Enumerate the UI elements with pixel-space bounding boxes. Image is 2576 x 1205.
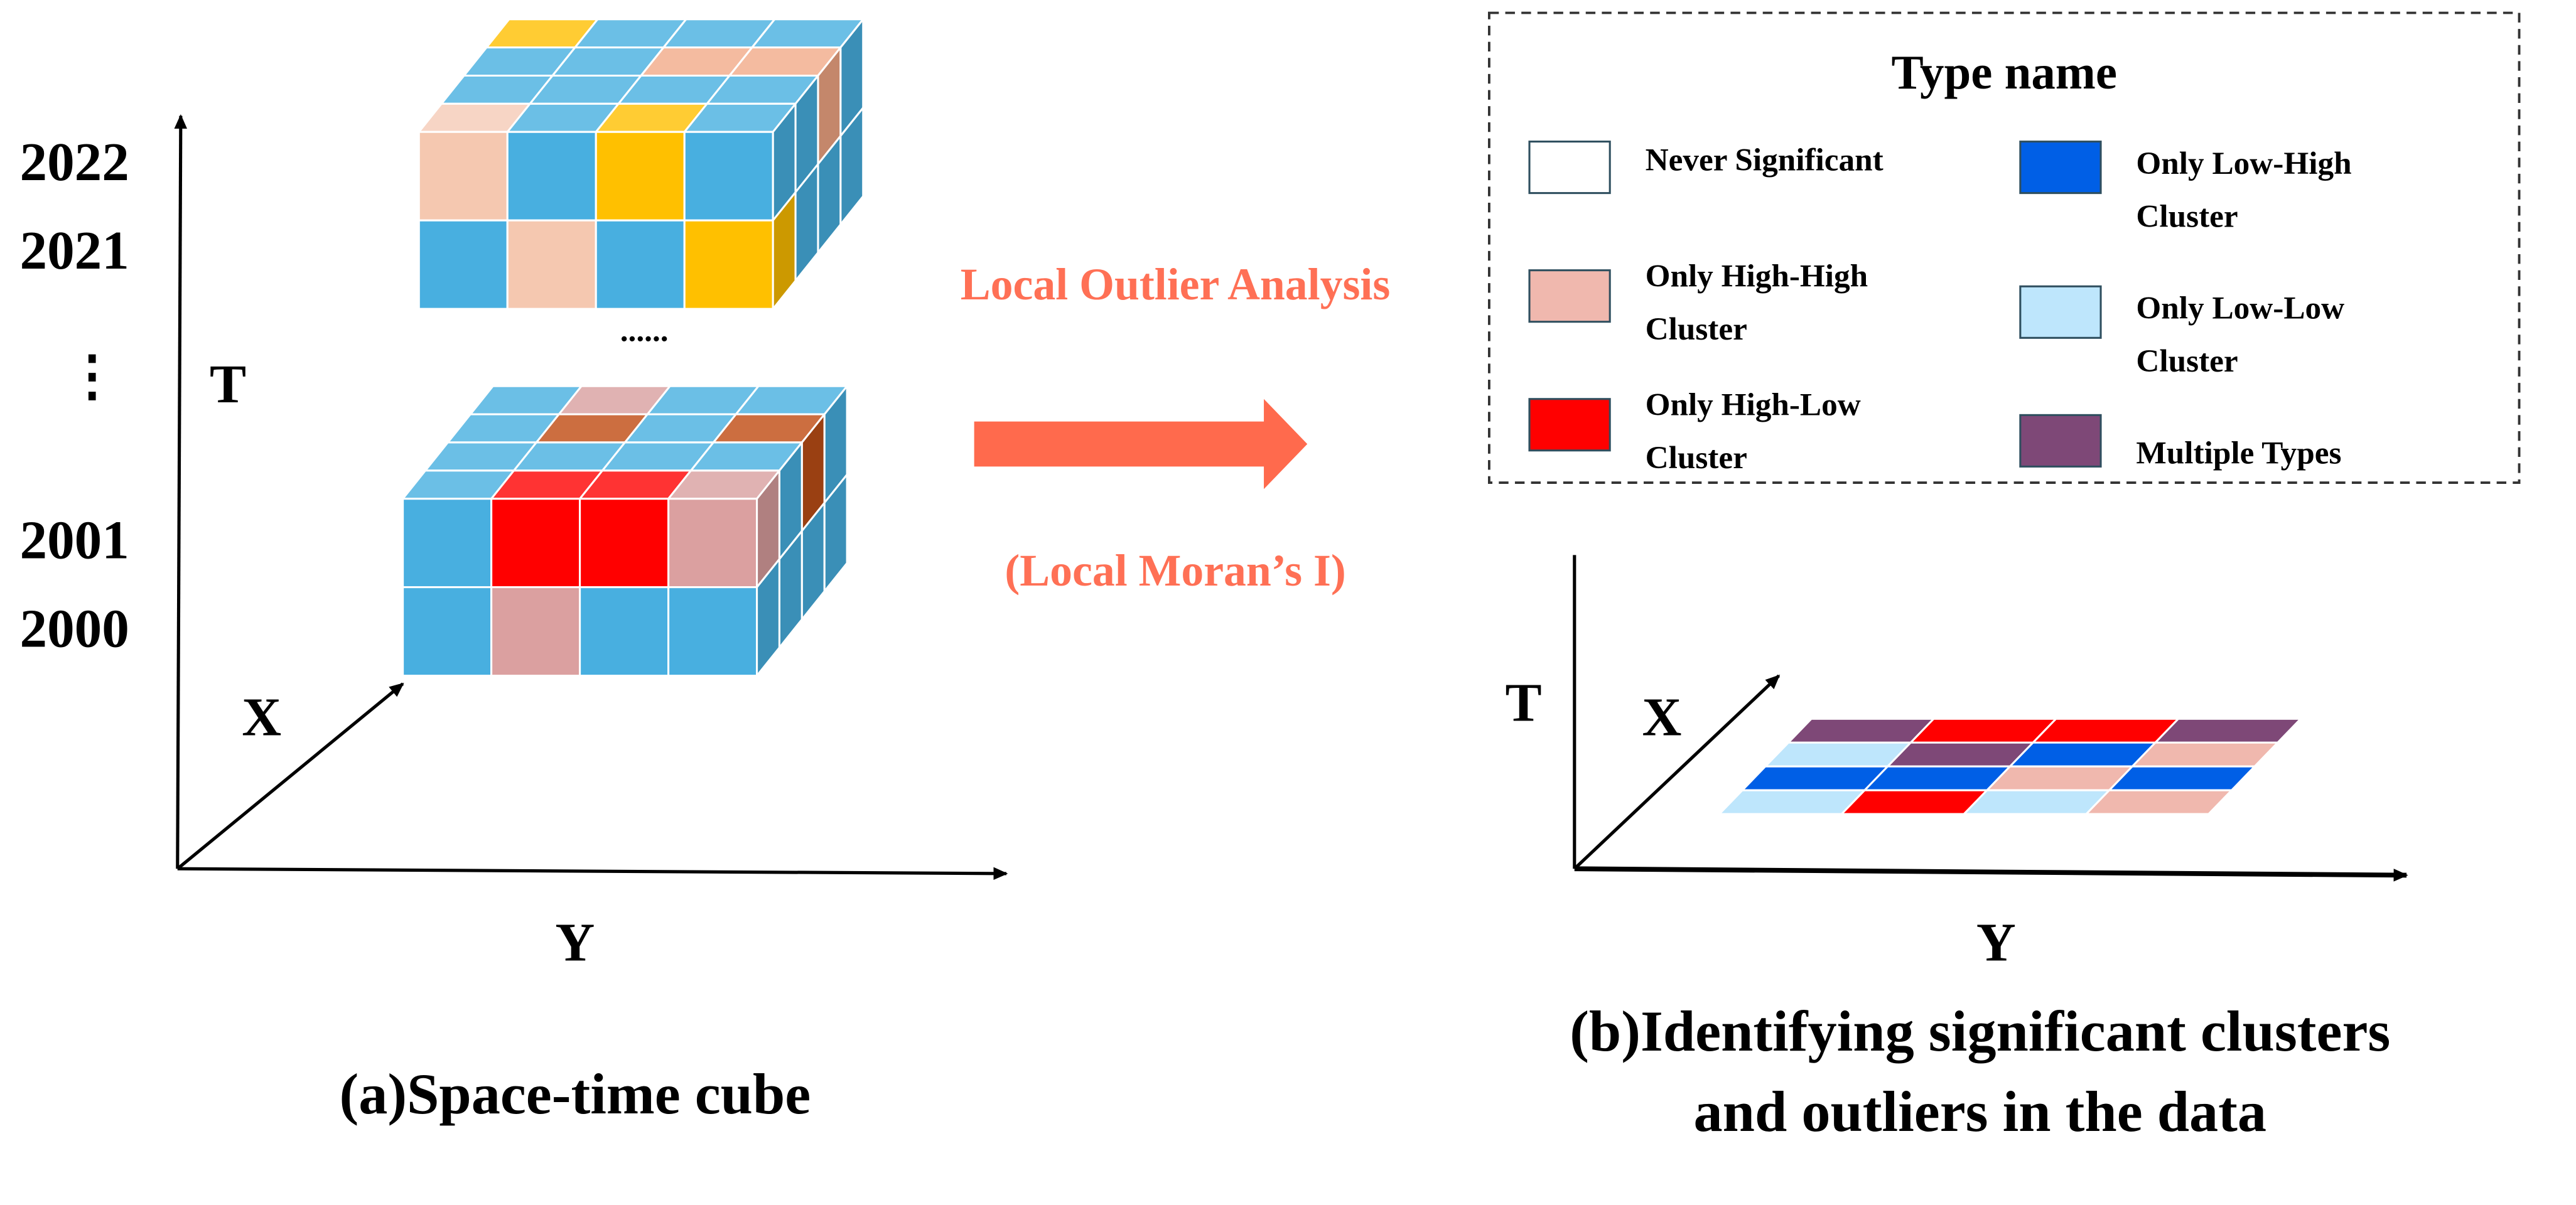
panel-a: 2022 2021 ⋮ 2001 2000 T X Y ...... (a)Sp… bbox=[20, 16, 1008, 1126]
x-axis-label: X bbox=[242, 686, 281, 747]
result-grid bbox=[1716, 717, 2304, 815]
legend-swatch bbox=[2019, 414, 2102, 468]
cube-front-cell bbox=[667, 586, 758, 677]
legend-swatch bbox=[1528, 398, 1611, 452]
year-label: 2001 bbox=[20, 510, 129, 570]
legend-swatch bbox=[2019, 141, 2102, 195]
cube-front-cell bbox=[418, 131, 509, 222]
legend-item-never: Never Significant bbox=[1528, 141, 1883, 195]
legend-item-hh: Only High-High Cluster bbox=[1528, 258, 1868, 347]
legend-label: Cluster bbox=[2136, 343, 2238, 379]
legend-item-multi: Multiple Types bbox=[2019, 414, 2341, 471]
cube-front-cell bbox=[683, 219, 774, 310]
y-axis bbox=[177, 867, 1008, 881]
grid-cell-ll bbox=[1716, 789, 1867, 815]
legend-swatch bbox=[1528, 269, 1611, 323]
legend-title: Type name bbox=[1891, 45, 2117, 99]
grid-cell-hl bbox=[1908, 717, 2059, 744]
cube-front-cell bbox=[506, 219, 597, 310]
grid-cell-hl bbox=[2030, 717, 2181, 744]
method-title: Local Outlier Analysis bbox=[961, 259, 1391, 309]
legend-label: Never Significant bbox=[1646, 142, 1883, 178]
legend-box bbox=[1488, 11, 2521, 484]
cube-front-cell bbox=[490, 586, 581, 677]
year-label: 2000 bbox=[20, 597, 129, 658]
cube-front-cell bbox=[506, 131, 597, 222]
grid-cell-hh bbox=[2130, 741, 2280, 768]
grid-cell-ll bbox=[1961, 789, 2112, 815]
cube-early-years bbox=[401, 383, 849, 679]
legend-label: Cluster bbox=[1646, 440, 1747, 476]
grid-cell-lh bbox=[1740, 765, 1890, 791]
legend-label: Only Low-High bbox=[2136, 146, 2351, 181]
y-axis-label: Y bbox=[555, 911, 595, 972]
legend-label: Only High-High bbox=[1646, 258, 1868, 294]
y-axis-label: Y bbox=[1976, 911, 2016, 972]
t-axis-label: T bbox=[210, 353, 246, 414]
cube-front-cell bbox=[579, 498, 670, 589]
year-label: 2022 bbox=[20, 131, 129, 192]
legend-item-ll: Only Low-Low Cluster bbox=[2019, 285, 2344, 379]
legend-item-lh: Only Low-High Cluster bbox=[2019, 141, 2352, 234]
legend-item-hl: Only High-Low Cluster bbox=[1528, 387, 1861, 476]
cube-front-cell bbox=[402, 498, 493, 589]
legend-swatch bbox=[1528, 141, 1611, 195]
cube-recent-years bbox=[417, 16, 865, 312]
legend-swatch bbox=[2019, 285, 2102, 339]
legend-label: Cluster bbox=[2136, 198, 2238, 234]
legend: Type name Never Significant Only High-Hig… bbox=[1488, 11, 2521, 484]
grid-cell-lh bbox=[2106, 765, 2257, 791]
year-label: 2021 bbox=[20, 220, 129, 281]
arrow-right-icon bbox=[974, 399, 1308, 490]
legend-label: Cluster bbox=[1646, 311, 1747, 347]
legend-label: Multiple Types bbox=[2136, 435, 2341, 471]
grid-cell-hh bbox=[2084, 789, 2234, 815]
cube-front-cell bbox=[595, 219, 686, 310]
cube-front-cell bbox=[490, 498, 581, 589]
caption-b-line2: and outliers in the data bbox=[1694, 1079, 2267, 1143]
grid-cell-lh bbox=[2007, 741, 2158, 768]
grid-cell-hh bbox=[1985, 765, 2135, 791]
cube-side-cell bbox=[839, 105, 865, 227]
cube-front-cell bbox=[667, 498, 758, 589]
grid-cell-multi bbox=[2153, 717, 2304, 744]
x-axis-label: X bbox=[1642, 686, 1681, 747]
year-ellipsis: ⋮ bbox=[65, 345, 119, 406]
cube-front-cell bbox=[418, 219, 509, 310]
grid-cell-multi bbox=[1786, 717, 1936, 744]
x-axis bbox=[176, 682, 404, 870]
t-axis bbox=[174, 114, 188, 869]
caption-a: (a)Space-time cube bbox=[340, 1062, 811, 1126]
x-axis bbox=[1573, 674, 1781, 870]
method-subtitle: (Local Moran’s I) bbox=[1005, 545, 1345, 596]
caption-b-line1: (b)Identifying significant clusters bbox=[1570, 999, 2390, 1063]
y-axis bbox=[1574, 866, 2408, 882]
cube-front-cell bbox=[595, 131, 686, 222]
grid-cell-lh bbox=[1862, 765, 2013, 791]
cube-front-cell bbox=[579, 586, 670, 677]
grid-cell-multi bbox=[1885, 741, 2035, 768]
legend-label: Only High-Low bbox=[1646, 387, 1861, 422]
panel-b: T X Y (b)Identifying significant cluster… bbox=[1506, 555, 2408, 1143]
grid-cell-hl bbox=[1839, 789, 1990, 815]
legend-label: Only Low-Low bbox=[2136, 291, 2344, 326]
cube-front-cell bbox=[402, 586, 493, 677]
t-axis-label: T bbox=[1506, 672, 1542, 732]
cube-front-cell bbox=[683, 131, 774, 222]
method: Local Outlier Analysis (Local Moran’s I) bbox=[961, 259, 1391, 596]
cube-side-cell bbox=[823, 471, 848, 594]
ellipsis-dots: ...... bbox=[620, 313, 669, 348]
grid-cell-ll bbox=[1763, 741, 1913, 768]
